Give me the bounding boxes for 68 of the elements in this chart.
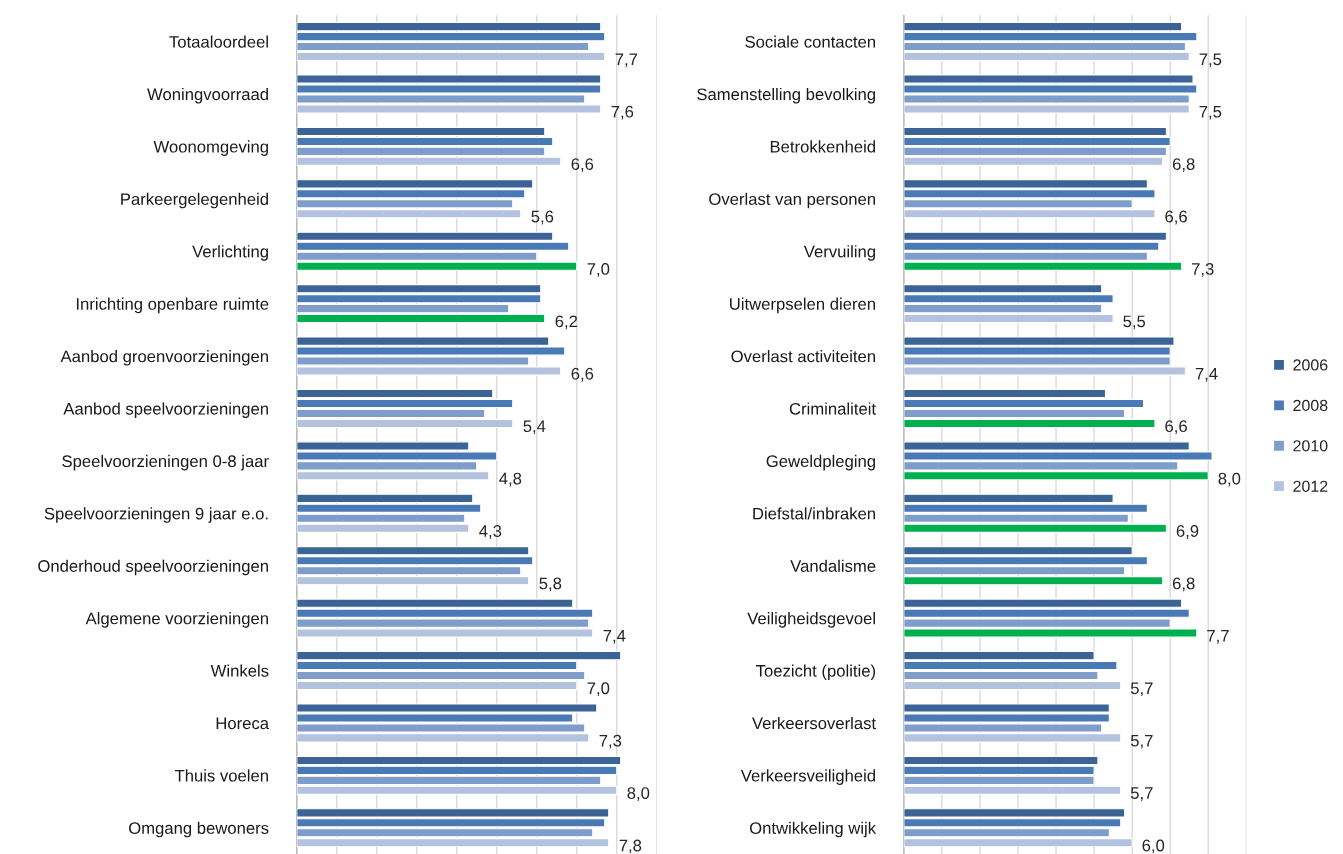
data-label: 5,8 — [539, 577, 562, 592]
data-label: 5,5 — [1123, 315, 1146, 330]
data-label: 7,7 — [1207, 630, 1229, 644]
y-tick-label: Totaaloordeel — [169, 35, 268, 48]
data-label: 5,7 — [1130, 682, 1153, 697]
y-tick-label: Betrokkenheid — [770, 140, 875, 153]
y-tick-label: Omgang bewoners — [129, 821, 269, 838]
y-tick-label: Winkels — [210, 664, 269, 677]
data-label: 7,0 — [587, 682, 610, 697]
y-tick-label: Samenstelling bevolking — [697, 87, 875, 104]
data-label: 7,3 — [599, 734, 622, 749]
y-tick-label: Overlast activiteiten — [731, 350, 875, 363]
y-tick-label: Speelvoorzieningen 9 jaar e.o. — [44, 507, 268, 523]
data-label: 6,6 — [1165, 210, 1187, 225]
data-label: 4,3 — [479, 525, 502, 539]
y-tick-label: Uitwerpselen dieren — [730, 297, 875, 314]
data-label: 6,6 — [571, 158, 594, 172]
y-tick-label: Ontwikkeling wijk — [749, 821, 877, 838]
y-tick-label: Geweldpleging — [766, 454, 875, 471]
data-label: 6,8 — [1172, 577, 1195, 592]
y-tick-label: Algemene voorzieningen — [85, 612, 268, 628]
y-tick-label: Woonomgeving — [153, 140, 268, 156]
y-tick-label: Onderhoud speelvoorzieningen — [38, 559, 268, 576]
data-label: 4,8 — [499, 472, 522, 487]
data-label: 6,2 — [555, 315, 578, 330]
y-tick-label: Verlichting — [192, 245, 268, 261]
y-tick-label: Aanbod groenvoorzieningen — [60, 350, 268, 366]
y-tick-label: Verkeersveiligheid — [740, 769, 875, 785]
legend-label: 2012 — [1293, 480, 1328, 492]
y-tick-label: Speelvoorzieningen 0-8 jaar — [62, 454, 269, 471]
data-label: 6,6 — [1165, 420, 1187, 435]
y-tick-label: Inrichting openbare ruimte — [76, 297, 269, 314]
data-label: 8,0 — [627, 787, 650, 801]
y-tick-label: Veiligheidsgevoel — [747, 612, 875, 628]
y-tick-label: Sociale contacten — [745, 35, 875, 48]
data-label: 7,8 — [619, 839, 642, 854]
y-tick-label: Parkeergelegenheid — [121, 192, 268, 209]
data-label: 5,7 — [1130, 734, 1153, 749]
y-tick-label: Horeca — [216, 717, 270, 730]
data-label: 5,7 — [1130, 787, 1153, 801]
data-label: 7,7 — [615, 53, 638, 68]
data-label: 7,4 — [1195, 368, 1218, 382]
y-tick-label: Thuis voelen — [174, 769, 268, 782]
data-label: 7,0 — [587, 263, 610, 277]
data-label: 8,0 — [1218, 472, 1241, 487]
legend-label: 2006 — [1293, 359, 1328, 371]
data-label: 7,3 — [1191, 263, 1214, 277]
data-label: 6,9 — [1176, 525, 1199, 539]
data-label: 7,4 — [603, 630, 626, 644]
legend-label: 2010 — [1293, 440, 1328, 452]
y-tick-label: Toezicht (politie) — [756, 664, 876, 681]
data-label: 6,0 — [1142, 839, 1165, 854]
y-tick-label: Woningvoorraad — [147, 87, 268, 104]
data-label: 5,6 — [531, 210, 554, 225]
y-tick-label: Vervuiling — [803, 245, 875, 261]
data-label: 6,8 — [1172, 158, 1195, 172]
y-tick-label: Diefstal/inbraken — [753, 507, 875, 520]
y-tick-label: Overlast van personen — [709, 192, 875, 209]
legend-label: 2008 — [1293, 399, 1328, 412]
y-tick-label: Criminaliteit — [789, 402, 876, 415]
data-label: 7,5 — [1199, 53, 1222, 68]
data-label: 7,5 — [1199, 105, 1222, 120]
y-tick-label: Aanbod speelvoorzieningen — [63, 402, 268, 418]
y-tick-label: Verkeersoverlast — [752, 716, 876, 730]
y-tick-label: Vandalisme — [790, 559, 876, 572]
data-label: 7,6 — [611, 105, 634, 120]
data-label: 5,4 — [523, 420, 546, 435]
data-label: 6,6 — [571, 367, 594, 382]
